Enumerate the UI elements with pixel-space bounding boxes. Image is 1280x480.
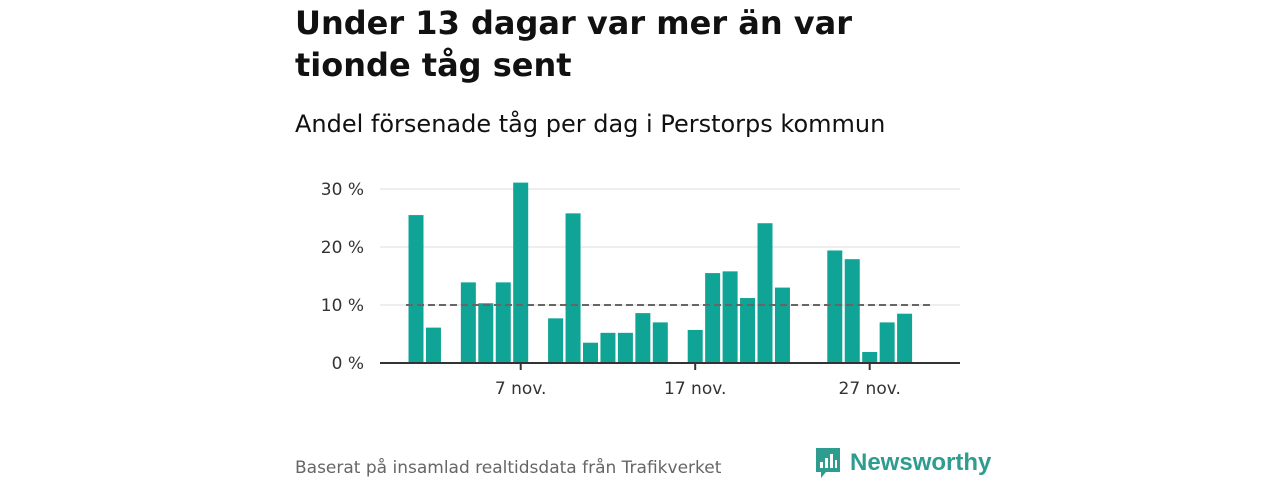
bar-nov-22 xyxy=(774,287,790,363)
bar-nov-20 xyxy=(740,298,756,363)
bar-nov-4 xyxy=(460,282,476,363)
bar-nov-7 xyxy=(513,182,529,363)
y-tick-label: 20 % xyxy=(321,238,364,258)
newsworthy-logo-icon xyxy=(816,448,840,478)
bar-nov-5 xyxy=(478,303,494,363)
bar-nov-13 xyxy=(617,332,633,363)
bar-nov-27 xyxy=(862,351,878,363)
bar-nov-12 xyxy=(600,332,616,363)
bar-nov-9 xyxy=(548,318,564,363)
bar-nov-15 xyxy=(652,322,668,363)
bar-nov-25 xyxy=(827,250,843,363)
x-tick-label: 7 nov. xyxy=(495,379,547,399)
chart-subtitle: Andel försenade tåg per dag i Perstorps … xyxy=(295,110,886,138)
y-tick-label: 30 % xyxy=(321,180,364,200)
x-tick-label: 17 nov. xyxy=(664,379,726,399)
bar-chart: 0 % 10 % 20 % 30 % 7 nov. 17 nov. 27 nov. xyxy=(321,180,960,399)
bar-nov-6 xyxy=(495,282,511,363)
bars xyxy=(408,182,913,363)
y-tick-label: 10 % xyxy=(321,296,364,316)
newsworthy-logo-text: Newsworthy xyxy=(850,449,992,476)
axes: 0 % 10 % 20 % 30 % 7 nov. 17 nov. 27 nov. xyxy=(321,180,960,399)
bar-nov-11 xyxy=(583,342,598,363)
bar-nov-1 xyxy=(408,215,424,363)
bar-nov-10 xyxy=(565,213,581,363)
bar-nov-14 xyxy=(635,313,651,363)
bar-nov-18 xyxy=(705,273,721,363)
bar-nov-26 xyxy=(844,259,860,363)
x-tick-label: 27 nov. xyxy=(839,379,901,399)
bar-nov-29 xyxy=(897,313,913,363)
bar-nov-19 xyxy=(722,271,738,363)
y-tick-label: 0 % xyxy=(332,354,364,374)
chart-title: Under 13 dagar var mer än var tionde tåg… xyxy=(295,4,852,84)
source-note: Baserat på insamlad realtidsdata från Tr… xyxy=(295,458,722,478)
bar-nov-17 xyxy=(687,329,703,363)
bar-nov-2 xyxy=(425,327,441,363)
newsworthy-logo[interactable]: Newsworthy xyxy=(814,446,991,480)
bar-nov-21 xyxy=(757,223,773,363)
bar-nov-28 xyxy=(879,322,895,363)
